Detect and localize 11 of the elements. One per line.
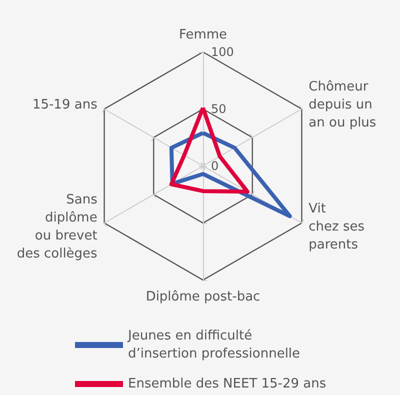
spoke-label: 15-19 ans [32, 98, 98, 112]
legend-label: Jeunes en difficulté d’insertion professionnelle [127, 328, 300, 362]
y-tick-label: 0 [211, 159, 219, 173]
legend-label: Ensemble des NEET 15-29 ans [128, 376, 326, 392]
y-tick-label: 50 [211, 102, 226, 116]
spoke-label: Sans diplôme ou brevet des collèges [16, 192, 98, 262]
spoke-label: Chômeur depuis un an ou plus [308, 80, 376, 130]
spoke-label: Femme [178, 28, 228, 42]
spoke-label: Vit chez ses parents [308, 202, 365, 252]
y-tick-label: 100 [211, 45, 234, 59]
spoke-label: Diplôme post-bac [146, 290, 260, 304]
